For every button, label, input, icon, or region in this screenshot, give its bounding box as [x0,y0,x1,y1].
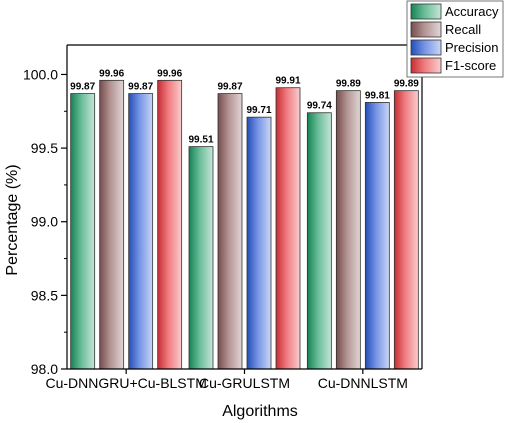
data-label-accuracy-cu-grulstm: 99.51 [188,135,213,146]
data-label-accuracy-cu-dnnlstm: 99.74 [307,101,332,112]
bar-f1-score-cu-dnngru-cu-blstm [157,79,183,370]
data-label-recall-cu-dnngru-cu-blstm: 99.96 [99,68,124,79]
bar-recall-cu-dnngru-cu-blstm [99,79,125,370]
y-tick-label: 99.5 [31,140,58,156]
data-label-precision-cu-dnnlstm: 99.81 [365,90,390,101]
y-axis-label: Percentage (%) [4,164,21,275]
x-tick-label: Cu-DNNGRU+Cu-BLSTM [45,375,206,391]
x-tick-label: Cu-GRULSTM [199,375,290,391]
data-label-recall-cu-dnnlstm: 99.89 [336,79,361,90]
data-label-f1-score-cu-dnngru-cu-blstm: 99.96 [157,68,182,79]
data-labels-layer: 99.87 99.96 99.87 99.96 99.51 99.87 99.71 99.91… [70,68,419,145]
data-label-recall-cu-grulstm: 99.87 [217,82,242,93]
bar-accuracy-cu-dnngru-cu-blstm [70,93,96,370]
data-label-f1-score-cu-grulstm: 99.91 [275,76,300,87]
y-tick-label: 98.5 [31,287,58,303]
bar-f1-score-cu-dnnlstm [393,90,419,370]
bar-accuracy-cu-grulstm [188,146,214,370]
legend-swatch-accuracy [410,3,442,20]
y-tick-label: 99.0 [31,214,58,230]
x-tick-label: Cu-DNNLSTM [318,375,408,391]
legend-swatch-precision [410,39,442,56]
data-label-f1-score-cu-dnnlstm: 99.89 [394,79,419,90]
bar-recall-cu-dnnlstm [335,90,361,370]
y-tick-label: 100.0 [23,66,58,82]
bars-layer [70,79,419,370]
bar-precision-cu-dnngru-cu-blstm [128,93,154,370]
y-tick-label: 98.0 [31,361,58,377]
bar-f1-score-cu-grulstm [275,87,301,370]
axes-layer: 98.098.599.099.5100.0Cu-DNNGRU+Cu-BLSTMC… [23,44,423,391]
legend-label-recall: Recall [445,22,481,37]
data-label-precision-cu-dnngru-cu-blstm: 99.87 [128,82,153,93]
legend-swatch-f1-score [410,57,442,74]
bar-precision-cu-grulstm [246,116,272,370]
x-axis-label: Algorithms [222,403,298,420]
legend-label-f1-score: F1-score [445,58,496,73]
bar-accuracy-cu-dnnlstm [306,112,332,370]
bar-recall-cu-grulstm [217,93,243,370]
legend-label-accuracy: Accuracy [445,4,499,19]
data-label-accuracy-cu-dnngru-cu-blstm: 99.87 [70,82,95,93]
bar-precision-cu-dnnlstm [364,102,390,370]
data-label-precision-cu-grulstm: 99.71 [246,105,271,116]
legend-label-precision: Precision [445,40,498,55]
legend: Accuracy Recall Precision F1-score [406,0,504,78]
legend-swatch-recall [410,21,442,38]
